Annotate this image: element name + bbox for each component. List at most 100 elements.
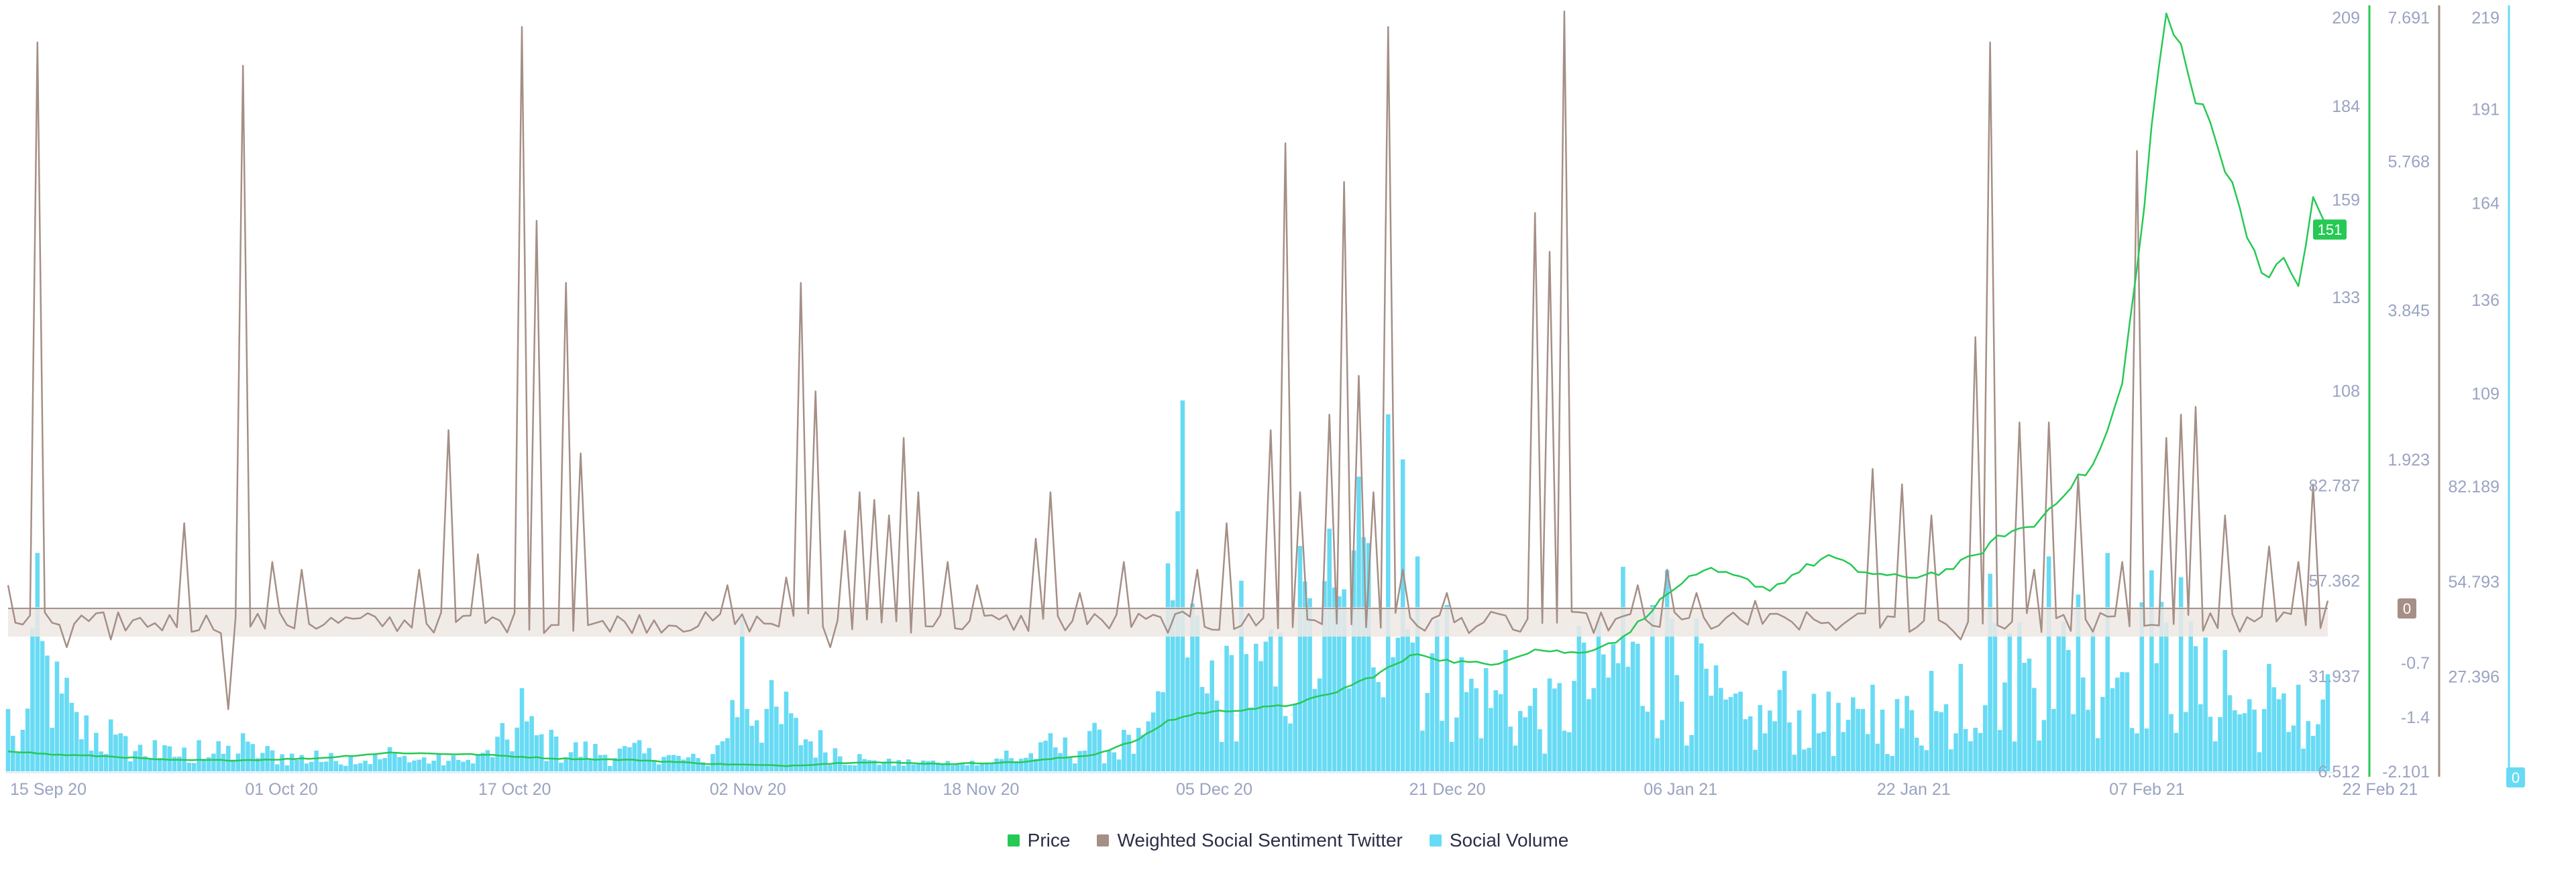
social-volume-bar xyxy=(2325,674,2330,771)
social-volume-bar xyxy=(1405,629,1410,771)
sentiment-current-badge xyxy=(2398,598,2416,619)
social-volume-bar xyxy=(2105,553,2110,771)
x-axis-tick-label: 06 Jan 21 xyxy=(1644,780,1717,799)
x-axis-tick-label: 18 Nov 20 xyxy=(943,780,1019,799)
social-volume-bar xyxy=(1410,642,1415,771)
social-volume-bar xyxy=(602,755,608,771)
social-volume-bar xyxy=(353,764,358,771)
social-volume-bar xyxy=(598,755,603,771)
social-volume-bar xyxy=(1645,711,1650,771)
social-volume-bar xyxy=(559,763,564,771)
social-volume-bar xyxy=(490,757,495,771)
social-volume-bar xyxy=(2046,556,2051,771)
social-volume-bar xyxy=(1601,654,1606,771)
social-volume-bar xyxy=(128,761,133,771)
social-volume-bar xyxy=(2237,714,2242,771)
social-volume-bar xyxy=(358,763,363,771)
legend-item-sentiment[interactable]: Weighted Social Sentiment Twitter xyxy=(1097,830,1403,851)
social-volume-bar xyxy=(1758,705,1763,771)
social-volume-bar xyxy=(378,759,382,771)
social-volume-bar xyxy=(431,761,436,771)
social-volume-bar xyxy=(2291,725,2296,771)
social-volume-bar xyxy=(651,760,657,771)
social-volume-bar xyxy=(246,741,250,771)
social-volume-bar xyxy=(1346,688,1352,771)
social-volume-bar xyxy=(1185,657,1190,771)
social-volume-bar xyxy=(1713,665,1719,771)
social-volume-bar xyxy=(1841,732,1846,771)
social-volume-bar xyxy=(1136,728,1141,771)
social-volume-bar xyxy=(1082,751,1087,771)
price-axis-tick-label: 82.787 xyxy=(2309,477,2360,496)
social-volume-bar xyxy=(2115,677,2120,771)
x-axis-ticks: 15 Sep 20 01 Oct 20 17 Oct 20 02 Nov 20 18 N… xyxy=(10,780,2418,799)
x-axis-tick-label: 22 Feb 21 xyxy=(2343,780,2418,799)
social-volume-bar xyxy=(1557,683,1562,771)
social-volume-bar xyxy=(1489,708,1493,771)
social-volume-bar xyxy=(2159,602,2164,771)
social-volume-bar xyxy=(1782,671,1787,771)
social-volume-bars xyxy=(5,400,2330,771)
sentiment-axis-tick-label: -1.4 xyxy=(2401,708,2430,727)
social-volume-bar xyxy=(798,745,804,771)
social-volume-bar xyxy=(1958,663,1964,771)
social-volume-bar xyxy=(1248,707,1254,771)
social-volume-bar xyxy=(534,735,539,771)
social-volume-bar xyxy=(911,764,916,771)
social-volume-bar xyxy=(1587,699,1591,771)
social-volume-bar xyxy=(774,706,779,771)
social-volume-bar xyxy=(965,765,970,771)
social-volume-bar xyxy=(240,733,246,771)
social-volume-bar xyxy=(133,751,138,771)
social-volume-bar xyxy=(881,763,887,771)
social-volume-bar xyxy=(1224,645,1229,771)
social-volume-bar xyxy=(2233,710,2237,771)
social-volume-bar xyxy=(397,757,402,771)
social-volume-bar xyxy=(955,763,960,771)
social-volume-bar xyxy=(2144,728,2149,771)
social-volume-bar xyxy=(1483,668,1489,771)
social-volume-bar xyxy=(108,719,113,771)
price-current-badge-text: 151 xyxy=(2318,221,2343,238)
social-volume-bar xyxy=(1229,655,1234,771)
social-volume-bar xyxy=(1777,690,1782,771)
x-axis-tick-label: 15 Sep 20 xyxy=(10,780,87,799)
price-axis-tick-label: 184 xyxy=(2332,97,2360,116)
social-volume-bar xyxy=(1161,692,1165,771)
social-volume-bar xyxy=(2012,741,2017,771)
social-volume-bar xyxy=(1831,756,1836,771)
social-volume-bar xyxy=(421,757,427,771)
social-volume-bar xyxy=(2282,693,2286,771)
social-volume-bar xyxy=(2090,626,2096,771)
social-volume-bar xyxy=(1566,732,1572,771)
legend-item-price[interactable]: Price xyxy=(1007,830,1070,851)
social-volume-bar xyxy=(2178,577,2184,771)
social-volume-bar xyxy=(2071,714,2076,771)
social-volume-bar xyxy=(1836,702,1841,771)
social-volume-bar xyxy=(647,748,651,771)
social-volume-axis-tick-label: 82.189 xyxy=(2449,478,2500,496)
price-axis-tick-label: 108 xyxy=(2332,382,2360,401)
social-volume-bar xyxy=(2261,709,2267,771)
social-volume-bar xyxy=(470,763,476,771)
social-volume-bar xyxy=(901,765,906,771)
social-volume-bar xyxy=(2017,622,2022,771)
social-volume-bar xyxy=(343,765,348,771)
price-axis-tick-label: 133 xyxy=(2332,288,2360,307)
social-volume-bar xyxy=(1102,763,1107,771)
legend-label-volume: Social Volume xyxy=(1449,830,1569,851)
social-volume-bar xyxy=(710,754,715,771)
social-volume-bar xyxy=(1670,618,1674,771)
sentiment-axis-tick-label: 5.768 xyxy=(2387,152,2430,171)
social-volume-bar xyxy=(412,760,417,771)
social-volume-bar xyxy=(1366,543,1371,771)
social-volume-bar xyxy=(843,765,847,771)
social-volume-bar xyxy=(1371,667,1376,771)
legend-item-volume[interactable]: Social Volume xyxy=(1429,830,1569,851)
social-volume-bar xyxy=(177,757,182,771)
social-volume-bar xyxy=(1112,752,1117,771)
social-volume-bar xyxy=(735,717,740,771)
price-current-badge xyxy=(2313,219,2347,240)
social-volume-bar xyxy=(1278,633,1283,771)
